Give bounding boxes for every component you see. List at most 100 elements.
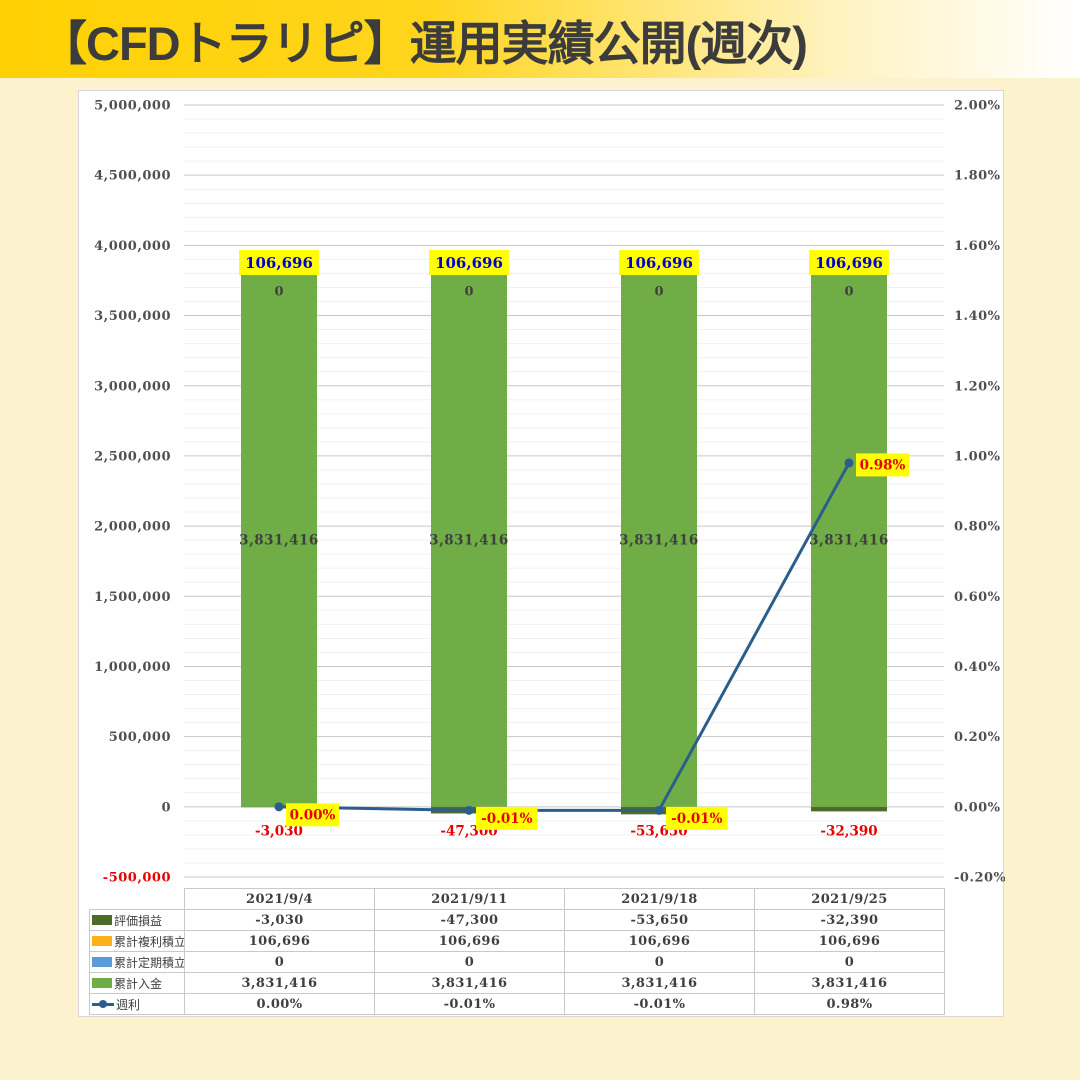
right-axis-tick-label: 0.00% [954,800,1001,815]
series-color-swatch [92,915,112,925]
bar-segment-negative [811,806,887,812]
right-axis-tick-label: 0.20% [954,730,1001,745]
deposit-label: 3,831,416 [619,533,699,549]
series-label: 累計入金 [114,976,163,991]
pl-label: -32,390 [820,824,877,840]
left-axis-tick-label: 3,500,000 [94,309,171,324]
left-axis-tick-label: 2,500,000 [94,449,171,464]
left-axis-tick-label: 5,000,000 [94,99,171,114]
rate-label: -0.01% [481,811,532,827]
series-label-cell: 累計入金 [89,972,185,994]
rate-label: 0.00% [290,808,336,824]
date-header-cell: 2021/9/18 [564,888,755,910]
compound-label-box [809,250,889,276]
rate-label-box [476,806,538,830]
rate-label: 0.98% [860,458,906,474]
value-cell: 106,696 [184,930,375,952]
right-axis-tick-label: 1.20% [954,379,1001,394]
bar-segment [621,269,697,807]
value-cell: 106,696 [374,930,565,952]
table-row: 累計入金 3,831,416 3,831,416 3,831,416 3,831,416 [89,972,945,994]
table-row: 週利 0.00% -0.01% -0.01% 0.98% [89,993,945,1015]
compound-label: 106,696 [815,254,883,272]
date-header-cell: 2021/9/25 [754,888,945,910]
series-label-cell: 週利 [89,993,185,1015]
left-axis-tick-label: 500,000 [109,730,171,745]
table-corner-cell [89,888,185,910]
left-axis-tick-label: 0 [161,800,171,815]
rate-label-box [286,803,339,827]
weekly-rate-marker [274,802,284,812]
rate-label: -0.01% [671,811,722,827]
compound-label-box [239,250,319,276]
value-cell: -0.01% [564,993,755,1015]
deposit-label: 3,831,416 [239,533,319,549]
regular-accum-label: 0 [654,285,663,300]
value-cell: 3,831,416 [564,972,755,994]
line-legend-icon [92,999,114,1009]
series-label: 週利 [116,997,141,1012]
weekly-rate-polyline [278,462,851,812]
combo-chart: -500,000 0 500,000 1,000,000 1,500,000 2,000,… [94,99,1005,886]
right-axis-tick-label: 1.40% [954,309,1001,324]
value-cell: 0 [374,951,565,973]
pl-label: -3,030 [255,824,303,840]
value-cell: 0 [754,951,945,973]
weekly-rate-line [274,458,854,815]
weekly-rate-marker [844,458,854,468]
regular-accum-label: 0 [844,285,853,300]
table-row: 累計定期積立 0 0 0 0 [89,951,945,973]
data-labels: 106,696 0 3,831,416 -3,030 106,696 0 3,831,416… [239,250,909,840]
series-label-cell: 評価損益 [89,909,185,931]
date-header-cell: 2021/9/11 [374,888,565,910]
table-row: 累計複利積立 106,696 106,696 106,696 106,696 [89,930,945,952]
series-label: 累計複利積立 [114,934,185,949]
value-cell: 0 [184,951,375,973]
left-axis-tick-label: -500,000 [103,871,171,886]
value-cell: -3,030 [184,909,375,931]
deposit-label: 3,831,416 [429,533,509,549]
value-cell: 106,696 [754,930,945,952]
bar-segment [431,269,507,807]
right-axis-tick-label: 1.80% [954,169,1001,184]
right-axis-tick-label: 0.40% [954,660,1001,675]
weekly-rate-marker [464,805,474,815]
deposit-label: 3,831,416 [809,533,889,549]
compound-label: 106,696 [435,254,503,272]
right-axis-tick-label: 0.80% [954,520,1001,535]
left-axis-tick-label: 3,000,000 [94,379,171,394]
series-color-swatch [92,936,112,946]
value-cell: 3,831,416 [754,972,945,994]
value-cell: 0.00% [184,993,375,1015]
value-cell: -53,650 [564,909,755,931]
right-axis-tick-label: 0.60% [954,590,1001,605]
bar-segment [241,269,317,807]
right-axis-tick-label: 2.00% [954,99,1001,114]
table-header-row: 2021/9/4 2021/9/11 2021/9/18 2021/9/25 [89,888,945,910]
regular-accum-label: 0 [464,285,473,300]
compound-label-box [619,250,699,276]
left-axis-tick-label: 1,500,000 [94,590,171,605]
compound-label: 106,696 [245,254,313,272]
value-cell: 0 [564,951,755,973]
series-label-cell: 累計複利積立 [89,930,185,952]
title-bar: 【CFDトラリピ】運用実績公開(週次) [0,0,1080,78]
weekly-rate-marker [654,805,664,815]
right-axis-tick-label: 1.60% [954,239,1001,254]
left-axis-tick-label: 2,000,000 [94,520,171,535]
series-color-swatch [92,978,112,988]
table-row: 評価損益 -3,030 -47,300 -53,650 -32,390 [89,909,945,931]
axis-labels: -500,000 0 500,000 1,000,000 1,500,000 2,000,… [94,99,1005,886]
value-cell: -0.01% [374,993,565,1015]
value-cell: 0.98% [754,993,945,1015]
rate-label-box [666,806,728,830]
right-axis-tick-label: 1.00% [954,449,1001,464]
value-cell: -47,300 [374,909,565,931]
value-cell: 3,831,416 [374,972,565,994]
date-header-cell: 2021/9/4 [184,888,375,910]
page-title: 【CFDトラリピ】運用実績公開(週次) [40,16,808,70]
bar-segment [811,269,887,807]
value-cell: 106,696 [564,930,755,952]
right-axis-tick-label: -0.20% [954,871,1005,886]
value-cell: -32,390 [754,909,945,931]
